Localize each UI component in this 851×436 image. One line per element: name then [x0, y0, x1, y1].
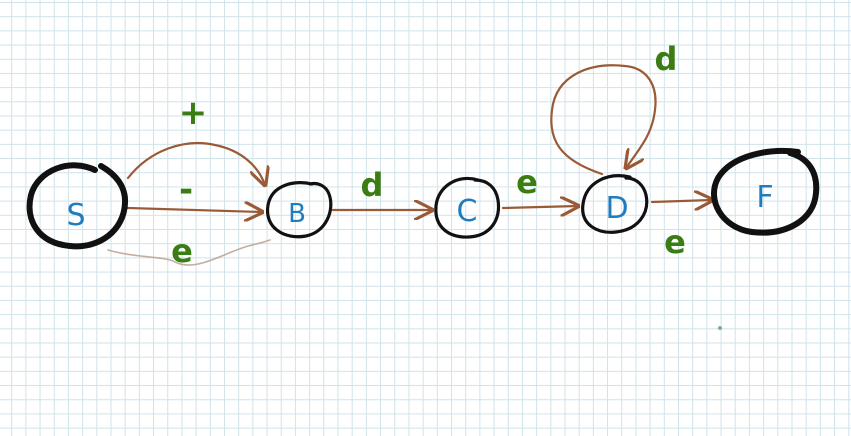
state-s-label: S: [66, 198, 85, 233]
edge-s-b-e: [107, 239, 271, 266]
edge-label-minus: -: [179, 170, 193, 210]
state-s-outline: [26, 162, 129, 250]
edge-s-b-plus: [126, 141, 265, 185]
edge-label-e-df: e: [664, 223, 686, 261]
state-s: S: [26, 162, 129, 250]
stray-dot: [718, 326, 722, 330]
state-d: D: [581, 174, 649, 234]
state-f: F: [711, 147, 820, 236]
state-c: C: [434, 176, 501, 239]
edge-label-d-loop: d: [655, 40, 678, 78]
edge-d-d-loop: [550, 64, 657, 176]
edge-label-e-sb: e: [171, 232, 193, 270]
state-c-outline: [434, 176, 501, 239]
state-d-label: D: [605, 191, 628, 226]
edge-label-plus: +: [179, 93, 208, 133]
state-b: B: [265, 181, 333, 239]
state-c-label: C: [457, 194, 478, 229]
state-f-outline: [711, 147, 820, 236]
edge-s-b-minus: [126, 208, 262, 212]
state-b-outline: [265, 181, 333, 239]
edge-label-e-cd: e: [516, 163, 538, 201]
state-d-outline: [581, 174, 649, 234]
edge-d-f: [650, 200, 712, 202]
state-b-label: B: [288, 199, 306, 229]
state-f-label: F: [756, 180, 773, 215]
edge-label-d-bc: d: [361, 166, 384, 204]
edge-c-d: [501, 206, 578, 208]
